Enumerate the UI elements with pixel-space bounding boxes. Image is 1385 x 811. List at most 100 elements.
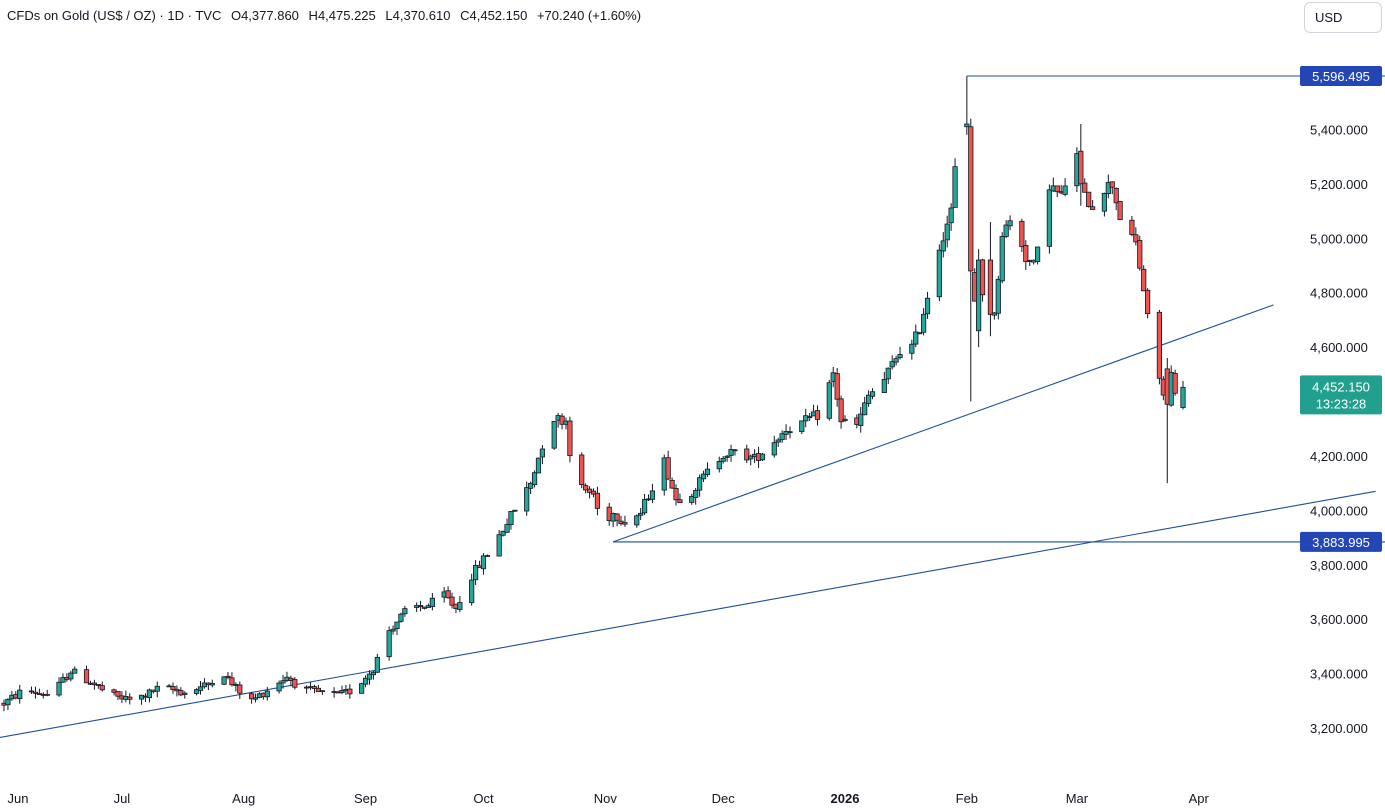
candle-down (311, 684, 318, 694)
candle-body (948, 207, 954, 224)
candle-up (638, 508, 644, 521)
symbol-name[interactable]: CFDs on Gold (US$ / OZ) (7, 8, 156, 23)
candle-up (748, 454, 754, 466)
candle-body (500, 530, 506, 536)
candle-down (979, 258, 986, 302)
candle-body (1062, 185, 1068, 195)
candle-up (366, 670, 373, 685)
interval-label[interactable]: 1D (167, 8, 184, 23)
candle-body (315, 687, 322, 692)
candle-down (807, 412, 813, 422)
candle-body (724, 455, 730, 458)
candle-down (594, 486, 601, 516)
candle-down (669, 477, 675, 489)
candle-down (174, 685, 180, 697)
candle-body (339, 690, 345, 693)
candle-body (127, 696, 133, 700)
price-tick-label: 3,400.000 (1310, 667, 1368, 682)
candle-up (359, 682, 365, 694)
candle-up (921, 308, 927, 336)
candle-up (496, 530, 502, 557)
candle-up (390, 625, 396, 635)
candle-body (264, 690, 270, 698)
time-tick-label: Apr (1189, 791, 1210, 806)
candle-up (799, 420, 805, 435)
candle-up (531, 470, 538, 488)
candle-body (386, 630, 392, 658)
candle-down (673, 484, 679, 506)
low-price-badge-text: 3,883.995 (1312, 535, 1370, 550)
candle-up (693, 488, 699, 505)
candle-body (32, 691, 39, 694)
candle-body (1003, 224, 1009, 237)
candle-up (700, 470, 707, 483)
candle-down (1090, 199, 1096, 210)
candle-body (858, 413, 864, 426)
candle-body (362, 677, 369, 685)
candle-body (976, 259, 982, 332)
candle-body (913, 331, 919, 345)
candle-body (638, 512, 644, 516)
candle-up (893, 355, 899, 366)
candle-body (469, 579, 475, 604)
candle-up (339, 685, 345, 695)
candle-up (472, 560, 479, 585)
candle-body (889, 361, 895, 368)
close-value: 4,452.150 (469, 8, 528, 23)
candle-down (484, 554, 490, 557)
candles-layer (1, 76, 1186, 712)
candle-up (374, 653, 380, 673)
candle-body (95, 684, 101, 686)
candle-up (909, 339, 915, 360)
candle-body (68, 672, 74, 680)
candle-body (744, 448, 750, 461)
candle-down (838, 395, 844, 429)
candle-body (209, 682, 215, 686)
candle-body (237, 684, 243, 694)
candle-body (1172, 372, 1178, 394)
time-tick-label: Feb (956, 791, 978, 806)
candle-body (669, 479, 675, 489)
candle-body (583, 485, 589, 491)
time-tick-label: Mar (1066, 791, 1089, 806)
candle-up (716, 456, 722, 473)
price-axis[interactable]: 3,200.000 3,400.000 3,600.000 3,800.000 4,00… (1310, 122, 1368, 736)
candle-body (579, 454, 585, 486)
short-trendline (612, 304, 1274, 543)
high-price-badge-text: 5,596.495 (1312, 69, 1370, 84)
time-axis[interactable]: Jun Jul Aug Sep Oct Nov Dec 2026 Feb Mar Apr (8, 791, 1210, 806)
currency-button[interactable]: USD (1304, 2, 1382, 33)
candle-body (940, 240, 946, 252)
candle-up (276, 680, 282, 694)
candle-down (319, 690, 325, 695)
candle-up (720, 456, 726, 464)
candle-body (292, 679, 298, 688)
candle-down (1023, 240, 1029, 270)
candle-up (457, 595, 463, 613)
candle-body (480, 555, 487, 570)
candle-up (72, 666, 78, 674)
candle-body (60, 677, 66, 683)
time-tick-label: Jun (8, 791, 29, 806)
candle-down (292, 677, 298, 690)
price-tick-label: 4,000.000 (1310, 503, 1368, 518)
candle-down (917, 332, 923, 335)
candle-up (1046, 184, 1052, 254)
candle-up (524, 481, 530, 516)
candle-down (1129, 215, 1135, 237)
candle-up (362, 675, 369, 688)
price-tick-label: 3,200.000 (1310, 721, 1368, 736)
candle-body (390, 628, 396, 632)
countdown-text: 13:23:28 (1316, 396, 1367, 411)
candle-body (1141, 268, 1147, 292)
candle-body (991, 312, 997, 316)
candle-body (838, 398, 844, 423)
candle-body (1034, 246, 1041, 262)
candle-down (590, 488, 597, 498)
candle-body (748, 455, 754, 460)
candle-body (779, 433, 785, 441)
candle-up (535, 457, 542, 474)
candle-up (480, 553, 487, 575)
candle-body (979, 259, 986, 296)
